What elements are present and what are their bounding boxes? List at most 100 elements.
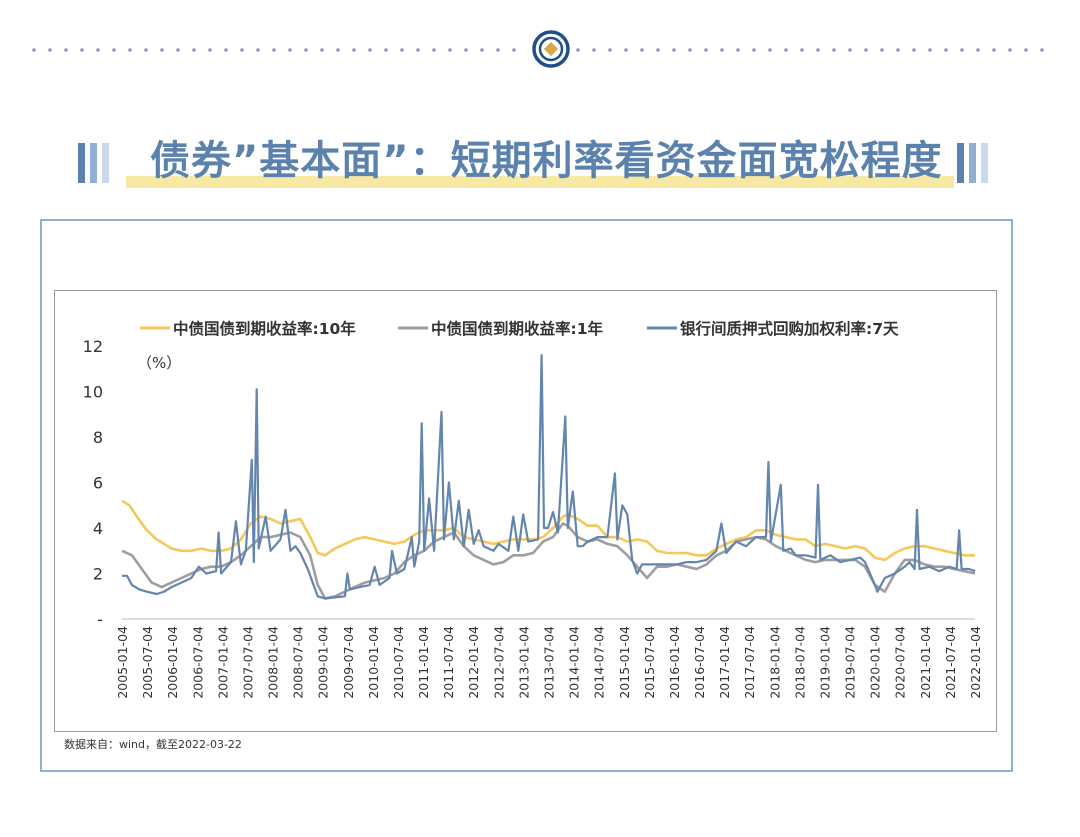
x-tick-label: 2011-07-04 [441, 626, 456, 699]
divider-dot [160, 48, 164, 52]
x-tick-label: 2007-01-04 [215, 626, 230, 699]
x-tick-label: 2022-01-04 [968, 626, 983, 699]
x-tick-label: 2018-01-04 [767, 626, 782, 699]
plot-area-border [54, 290, 997, 732]
divider-dot [400, 48, 404, 52]
divider-dot [96, 48, 100, 52]
divider-dot [768, 48, 772, 52]
divider-dot [192, 48, 196, 52]
x-tick-label: 2018-07-04 [792, 626, 807, 699]
divider-dot [352, 48, 356, 52]
divider-dot [336, 48, 340, 52]
legend-label-3: 银行间质押式回购加权利率:7天 [680, 319, 899, 338]
divider-dot [976, 48, 980, 52]
divider-dot [368, 48, 372, 52]
x-tick-label: 2015-07-04 [642, 626, 657, 699]
x-tick-label: 2017-07-04 [742, 626, 757, 699]
x-tick-label: 2006-07-04 [190, 626, 205, 699]
divider-dot [864, 48, 868, 52]
divider-dot [464, 48, 468, 52]
divider-dot [736, 48, 740, 52]
divider-dot [992, 48, 996, 52]
x-tick-label: 2012-07-04 [491, 626, 506, 699]
divider-dot [64, 48, 68, 52]
x-tick-label: 2006-01-04 [165, 626, 180, 699]
x-tick-label: 2017-01-04 [717, 626, 732, 699]
divider-dot [432, 48, 436, 52]
y-tick-label: 8 [93, 428, 103, 447]
x-tick-label: 2011-01-04 [416, 626, 431, 699]
divider-dot [928, 48, 932, 52]
x-tick-label: 2020-07-04 [893, 626, 908, 699]
divider-dot [880, 48, 884, 52]
divider-dot [320, 48, 324, 52]
y-tick-label: 2 [93, 565, 103, 584]
x-tick-label: 2019-07-04 [843, 626, 858, 699]
divider-dot [704, 48, 708, 52]
x-tick-label: 2012-01-04 [466, 626, 481, 699]
divider-dot [512, 48, 516, 52]
divider-dot [384, 48, 388, 52]
x-tick-label: 2005-01-04 [115, 626, 130, 699]
page-title: 债券”基本面”：短期利率看资金面宽松程度 [150, 138, 943, 184]
divider-dot [176, 48, 180, 52]
divider-dot [944, 48, 948, 52]
divider-dot [128, 48, 132, 52]
x-tick-label: 2013-01-04 [516, 626, 531, 699]
divider-dot [288, 48, 292, 52]
divider-dot [800, 48, 804, 52]
divider-dot [672, 48, 676, 52]
y-tick-label: 10 [83, 383, 103, 402]
x-tick-label: 2015-01-04 [617, 626, 632, 699]
company-logo-icon [532, 30, 570, 68]
divider-dot [608, 48, 612, 52]
divider-dot [256, 48, 260, 52]
divider-dot [304, 48, 308, 52]
divider-dot [48, 48, 52, 52]
divider-dot [848, 48, 852, 52]
divider-dot [240, 48, 244, 52]
divider-dot [144, 48, 148, 52]
divider-dot [224, 48, 228, 52]
divider-dot [576, 48, 580, 52]
x-tick-label: 2010-07-04 [391, 626, 406, 699]
divider-dot [752, 48, 756, 52]
divider-dot [784, 48, 788, 52]
x-tick-label: 2005-07-04 [140, 626, 155, 699]
divider-dot [1024, 48, 1028, 52]
divider-dot [208, 48, 212, 52]
y-tick-label: 4 [93, 519, 103, 538]
divider-dot [448, 48, 452, 52]
y-tick-label: - [97, 610, 103, 629]
divider-dot [720, 48, 724, 52]
chart-frame [40, 219, 1013, 772]
y-tick-label: 12 [83, 337, 103, 356]
divider-dot [640, 48, 644, 52]
series-line-3 [122, 354, 976, 600]
x-tick-label: 2014-01-04 [567, 626, 582, 699]
series-line-2 [121, 522, 976, 600]
x-tick-label: 2019-01-04 [817, 626, 832, 699]
divider-dot [80, 48, 84, 52]
divider-dot [416, 48, 420, 52]
title-decoration-right [957, 143, 993, 183]
divider-dot [480, 48, 484, 52]
y-tick-label: 6 [93, 474, 103, 493]
x-tick-label: 2021-07-04 [943, 626, 958, 699]
divider-dot [592, 48, 596, 52]
x-tick-label: 2009-07-04 [341, 626, 356, 699]
title-decoration-left [78, 143, 114, 183]
legend-label-1: 中债国债到期收益率:10年 [173, 319, 356, 338]
source-note: 数据来自：wind，截至2022-03-22 [64, 738, 242, 751]
divider-dot [1040, 48, 1044, 52]
x-tick-label: 2009-01-04 [316, 626, 331, 699]
x-tick-label: 2008-01-04 [266, 626, 281, 699]
divider-dot [816, 48, 820, 52]
divider-dot [656, 48, 660, 52]
top-dots-divider [32, 48, 1044, 52]
divider-dot [912, 48, 916, 52]
divider-dot [832, 48, 836, 52]
divider-dot [896, 48, 900, 52]
x-tick-label: 2007-07-04 [240, 626, 255, 699]
